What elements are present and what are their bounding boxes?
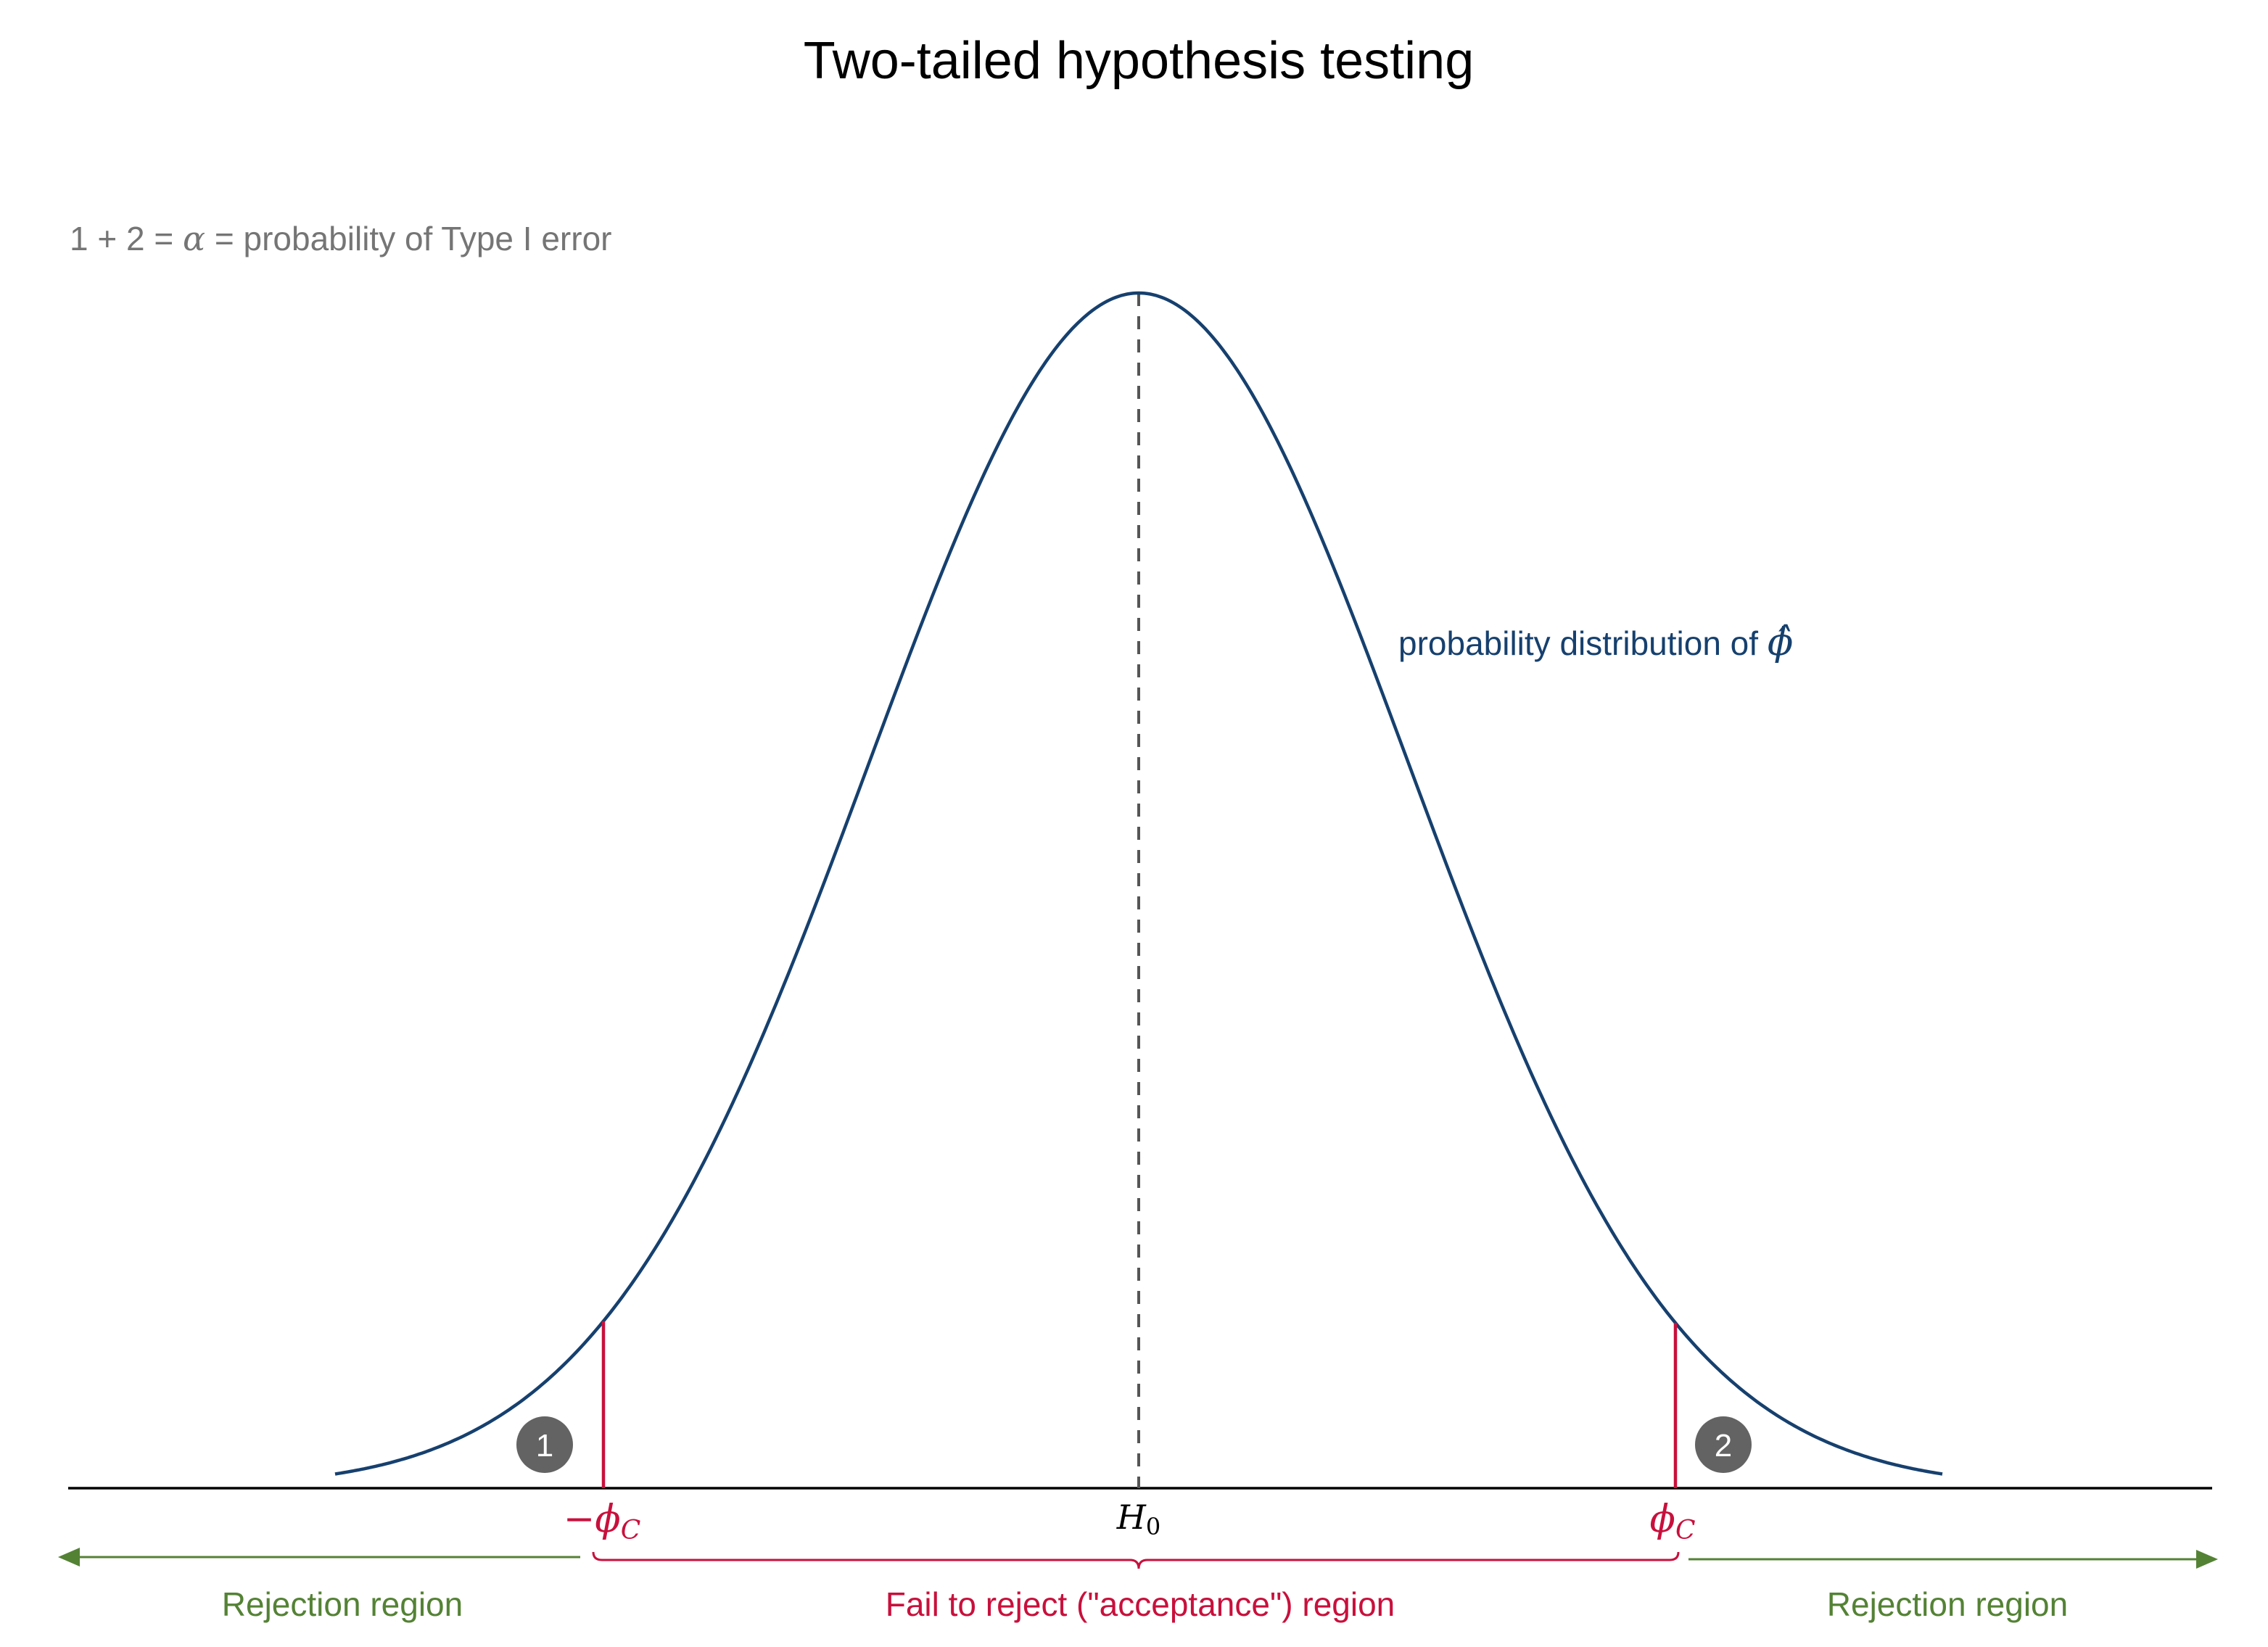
left-critical-symbol: ϕ [595,1498,620,1541]
diagram-title: Two-tailed hypothesis testing [804,32,1475,90]
tail-marker-1-circle [516,1416,573,1473]
left-critical-value-label: −ϕC [564,1498,641,1545]
right-critical-symbol: ϕ [1650,1498,1675,1541]
acceptance-region-label: Fail to reject ("acceptance") region [886,1585,1395,1623]
tail-marker-2-circle [1695,1416,1752,1473]
tail-marker-1: 1 [516,1416,573,1473]
type-one-error-note: 1 + 2 = α = probability of Type I error [70,219,611,258]
curve-label: probability distribution of ϕ̂ [1398,621,1793,664]
null-hypothesis-subscript: 0 [1146,1513,1160,1540]
curve-label-symbol: ϕ̂ [1768,621,1793,664]
curve-label-text: probability distribution of [1398,624,1768,662]
left-rejection-region-label: Rejection region [222,1585,463,1623]
right-critical-subscript: C [1675,1516,1696,1545]
right-critical-value-label: ϕC [1650,1498,1696,1545]
note-prefix: 1 + 2 = [70,220,183,257]
note-alpha: α [183,219,205,258]
tail-marker-2: 2 [1695,1416,1752,1473]
null-hypothesis-label: H0 [1116,1498,1160,1540]
left-rejection-arrow [58,1548,580,1566]
tail-marker-1-label: 1 [536,1428,553,1464]
tail-marker-2-label: 2 [1715,1428,1732,1464]
left-critical-subscript: C [621,1516,641,1545]
note-suffix: = probability of Type I error [205,220,611,257]
null-hypothesis-symbol: H [1116,1498,1147,1537]
right-rejection-region-label: Rejection region [1827,1585,2068,1623]
acceptance-region-bracket [592,1551,1680,1569]
left-critical-sign: − [564,1498,595,1541]
right-rejection-arrow [1688,1550,2218,1569]
